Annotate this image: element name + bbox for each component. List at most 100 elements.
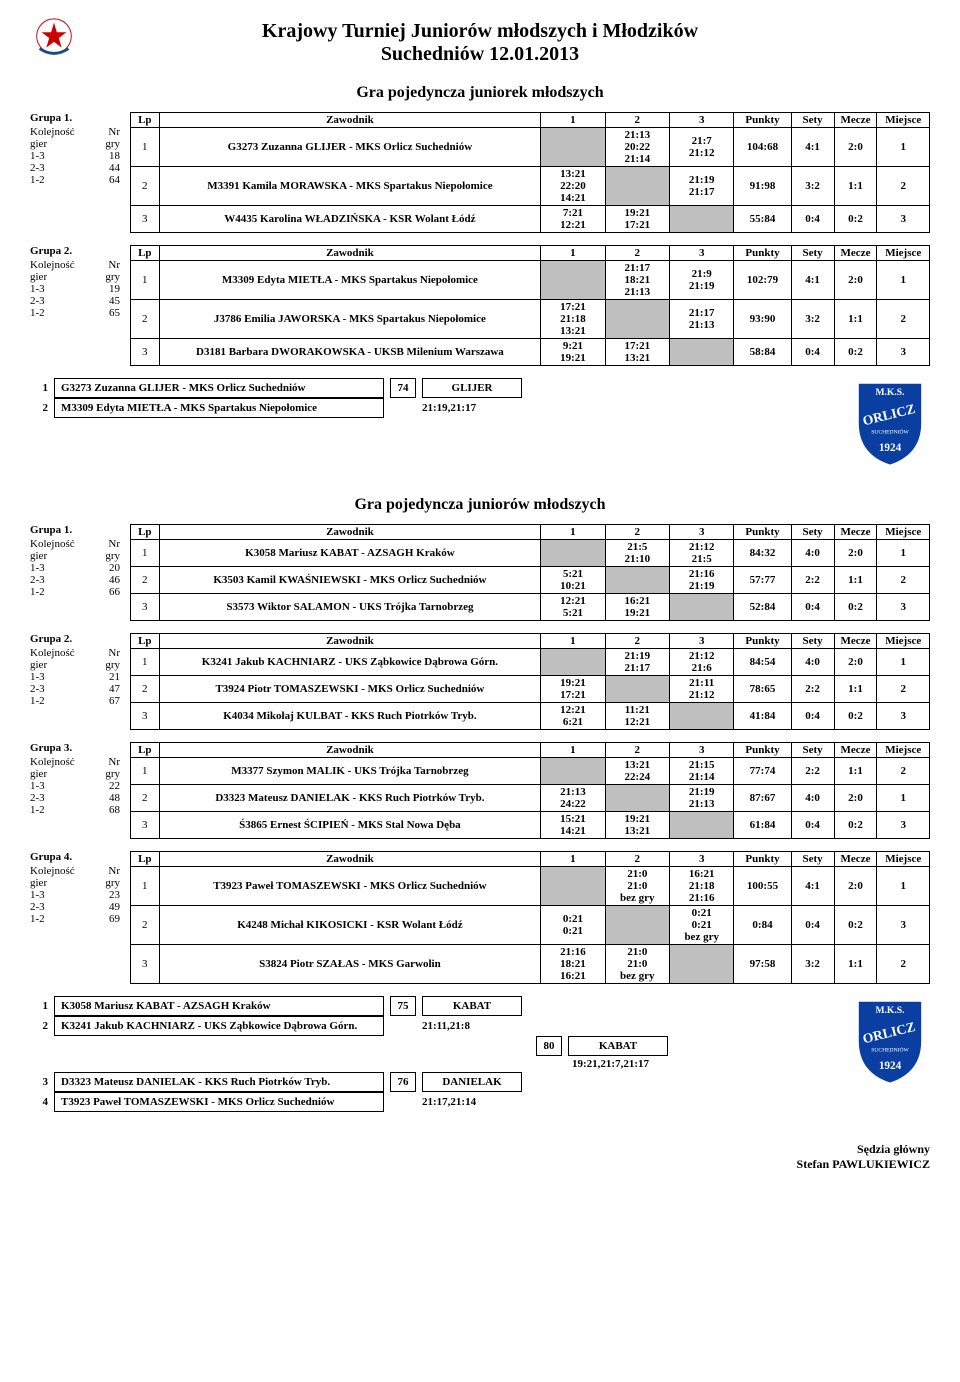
adv-player: M3309 Edyta MIETŁA - MKS Spartakus Niepo… bbox=[54, 398, 384, 418]
table-header: 2 bbox=[605, 634, 669, 649]
group-block: Grupa 3.KolejnośćNrgiergry1-3222-3481-26… bbox=[30, 742, 930, 839]
table-header: Zawodnik bbox=[159, 852, 541, 867]
girls-advancement: 1 G3273 Zuzanna GLIJER - MKS Orlicz Such… bbox=[30, 378, 930, 478]
table-header: 1 bbox=[541, 743, 605, 758]
group-sidebar: Grupa 3.KolejnośćNrgiergry1-3222-3481-26… bbox=[30, 742, 130, 839]
table-header: Lp bbox=[131, 525, 160, 540]
section-title-girls: Gra pojedyncza juniorek młodszych bbox=[30, 84, 930, 102]
order-pair: 2-345 bbox=[30, 295, 124, 307]
table-header: Miejsce bbox=[877, 113, 930, 128]
order-pair: 2-347 bbox=[30, 683, 124, 695]
group-table: LpZawodnik123PunktySetyMeczeMiejsce1K324… bbox=[130, 633, 930, 730]
order-pair: 2-346 bbox=[30, 574, 124, 586]
title-sub: Suchedniów 12.01.2013 bbox=[30, 43, 930, 66]
table-header: Lp bbox=[131, 852, 160, 867]
title-main: Krajowy Turniej Juniorów młodszych i Mło… bbox=[30, 20, 930, 43]
table-header: Zawodnik bbox=[159, 634, 541, 649]
table-header: Sety bbox=[791, 246, 834, 261]
table-header: Miejsce bbox=[877, 852, 930, 867]
order-pair: 1-266 bbox=[30, 586, 124, 598]
group-caption: Grupa 1. bbox=[30, 112, 124, 124]
adv-num: 2 bbox=[30, 1018, 48, 1034]
table-header: 1 bbox=[541, 852, 605, 867]
table-header: 1 bbox=[541, 113, 605, 128]
table-header: Punkty bbox=[734, 246, 791, 261]
adv-player: K3058 Mariusz KABAT - AZSAGH Kraków bbox=[54, 996, 384, 1016]
group-block: Grupa 2.KolejnośćNrgiergry1-3192-3451-26… bbox=[30, 245, 930, 366]
table-header: Lp bbox=[131, 743, 160, 758]
table-row: 1G3273 Zuzanna GLIJER - MKS Orlicz Suche… bbox=[131, 128, 930, 167]
table-header: Punkty bbox=[734, 113, 791, 128]
table-header: 1 bbox=[541, 634, 605, 649]
adv-player: G3273 Zuzanna GLIJER - MKS Orlicz Suched… bbox=[54, 378, 384, 398]
table-row: 3D3181 Barbara DWORAKOWSKA - UKSB Mileni… bbox=[131, 339, 930, 366]
table-row: 3Ś3865 Ernest ŚCIPIEŃ - MKS Stal Nowa Dę… bbox=[131, 812, 930, 839]
final-score: 19:21,21:7,21:17 bbox=[572, 1056, 649, 1072]
table-row: 2K4248 Michał KIKOSICKI - KSR Wolant Łód… bbox=[131, 906, 930, 945]
adv-num: 1 bbox=[30, 380, 48, 396]
table-row: 3S3573 Wiktor SALAMON - UKS Trójka Tarno… bbox=[131, 594, 930, 621]
table-row: 3S3824 Piotr SZAŁAS - MKS Garwolin21:161… bbox=[131, 945, 930, 984]
footer-name: Stefan PAWLUKIEWICZ bbox=[30, 1157, 930, 1172]
group-block: Grupa 2.KolejnośćNrgiergry1-3212-3471-26… bbox=[30, 633, 930, 730]
table-header: Lp bbox=[131, 113, 160, 128]
group-block: Grupa 1.KolejnośćNrgiergry1-3182-3441-26… bbox=[30, 112, 930, 233]
order-pair: 1-319 bbox=[30, 283, 124, 295]
adv-matchno: 76 bbox=[390, 1072, 416, 1092]
table-row: 2T3924 Piotr TOMASZEWSKI - MKS Orlicz Su… bbox=[131, 676, 930, 703]
order-pair: 1-320 bbox=[30, 562, 124, 574]
table-header: 2 bbox=[605, 525, 669, 540]
table-header: 2 bbox=[605, 246, 669, 261]
adv-score: 21:11,21:8 bbox=[422, 1018, 470, 1034]
table-header: Mecze bbox=[834, 246, 877, 261]
adv-winner: GLIJER bbox=[422, 378, 522, 398]
group-caption: Grupa 1. bbox=[30, 524, 124, 536]
table-header: Mecze bbox=[834, 743, 877, 758]
table-header: 1 bbox=[541, 525, 605, 540]
order-pair: 1-323 bbox=[30, 889, 124, 901]
boys-groups-container: Grupa 1.KolejnośćNrgiergry1-3202-3461-26… bbox=[30, 524, 930, 984]
group-table: LpZawodnik123PunktySetyMeczeMiejsce1G327… bbox=[130, 112, 930, 233]
footer-signature: Sędzia główny Stefan PAWLUKIEWICZ bbox=[30, 1142, 930, 1172]
group-caption: Grupa 2. bbox=[30, 245, 124, 257]
adv-winner: KABAT bbox=[422, 996, 522, 1016]
table-header: 2 bbox=[605, 113, 669, 128]
group-sidebar: Grupa 1.KolejnośćNrgiergry1-3202-3461-26… bbox=[30, 524, 130, 621]
group-sidebar: Grupa 1.KolejnośćNrgiergry1-3182-3441-26… bbox=[30, 112, 130, 233]
order-pair: 1-321 bbox=[30, 671, 124, 683]
adv-num: 3 bbox=[30, 1074, 48, 1090]
table-row: 3K4034 Mikołaj KULBAT - KKS Ruch Piotrkó… bbox=[131, 703, 930, 730]
table-header: Sety bbox=[791, 852, 834, 867]
order-pair: 2-349 bbox=[30, 901, 124, 913]
group-table: LpZawodnik123PunktySetyMeczeMiejsce1T392… bbox=[130, 851, 930, 984]
adv-player: T3923 Paweł TOMASZEWSKI - MKS Orlicz Suc… bbox=[54, 1092, 384, 1112]
adv-num: 2 bbox=[30, 400, 48, 416]
table-header: Miejsce bbox=[877, 246, 930, 261]
table-header: Punkty bbox=[734, 743, 791, 758]
table-header: 2 bbox=[605, 852, 669, 867]
table-header: Lp bbox=[131, 246, 160, 261]
order-pair: 2-348 bbox=[30, 792, 124, 804]
table-header: Mecze bbox=[834, 634, 877, 649]
adv-score: 21:17,21:14 bbox=[422, 1094, 476, 1110]
section-title-boys: Gra pojedyncza juniorów młodszych bbox=[30, 496, 930, 514]
table-header: Miejsce bbox=[877, 525, 930, 540]
table-row: 1M3309 Edyta MIETŁA - MKS Spartakus Niep… bbox=[131, 261, 930, 300]
table-header: 3 bbox=[670, 852, 734, 867]
table-row: 1M3377 Szymon MALIK - UKS Trójka Tarnobr… bbox=[131, 758, 930, 785]
table-header: 3 bbox=[670, 525, 734, 540]
table-header: 1 bbox=[541, 246, 605, 261]
table-header: Zawodnik bbox=[159, 743, 541, 758]
table-header: Mecze bbox=[834, 113, 877, 128]
federation-logo bbox=[30, 15, 78, 63]
table-row: 2J3786 Emilia JAWORSKA - MKS Spartakus N… bbox=[131, 300, 930, 339]
order-pair: 1-269 bbox=[30, 913, 124, 925]
table-header: Punkty bbox=[734, 634, 791, 649]
group-table: LpZawodnik123PunktySetyMeczeMiejsce1M337… bbox=[130, 742, 930, 839]
page-header: Krajowy Turniej Juniorów młodszych i Mło… bbox=[30, 20, 930, 66]
group-caption: Grupa 2. bbox=[30, 633, 124, 645]
group-block: Grupa 1.KolejnośćNrgiergry1-3202-3461-26… bbox=[30, 524, 930, 621]
order-pair: 1-322 bbox=[30, 780, 124, 792]
table-header: Mecze bbox=[834, 852, 877, 867]
table-row: 1K3058 Mariusz KABAT - AZSAGH Kraków21:5… bbox=[131, 540, 930, 567]
